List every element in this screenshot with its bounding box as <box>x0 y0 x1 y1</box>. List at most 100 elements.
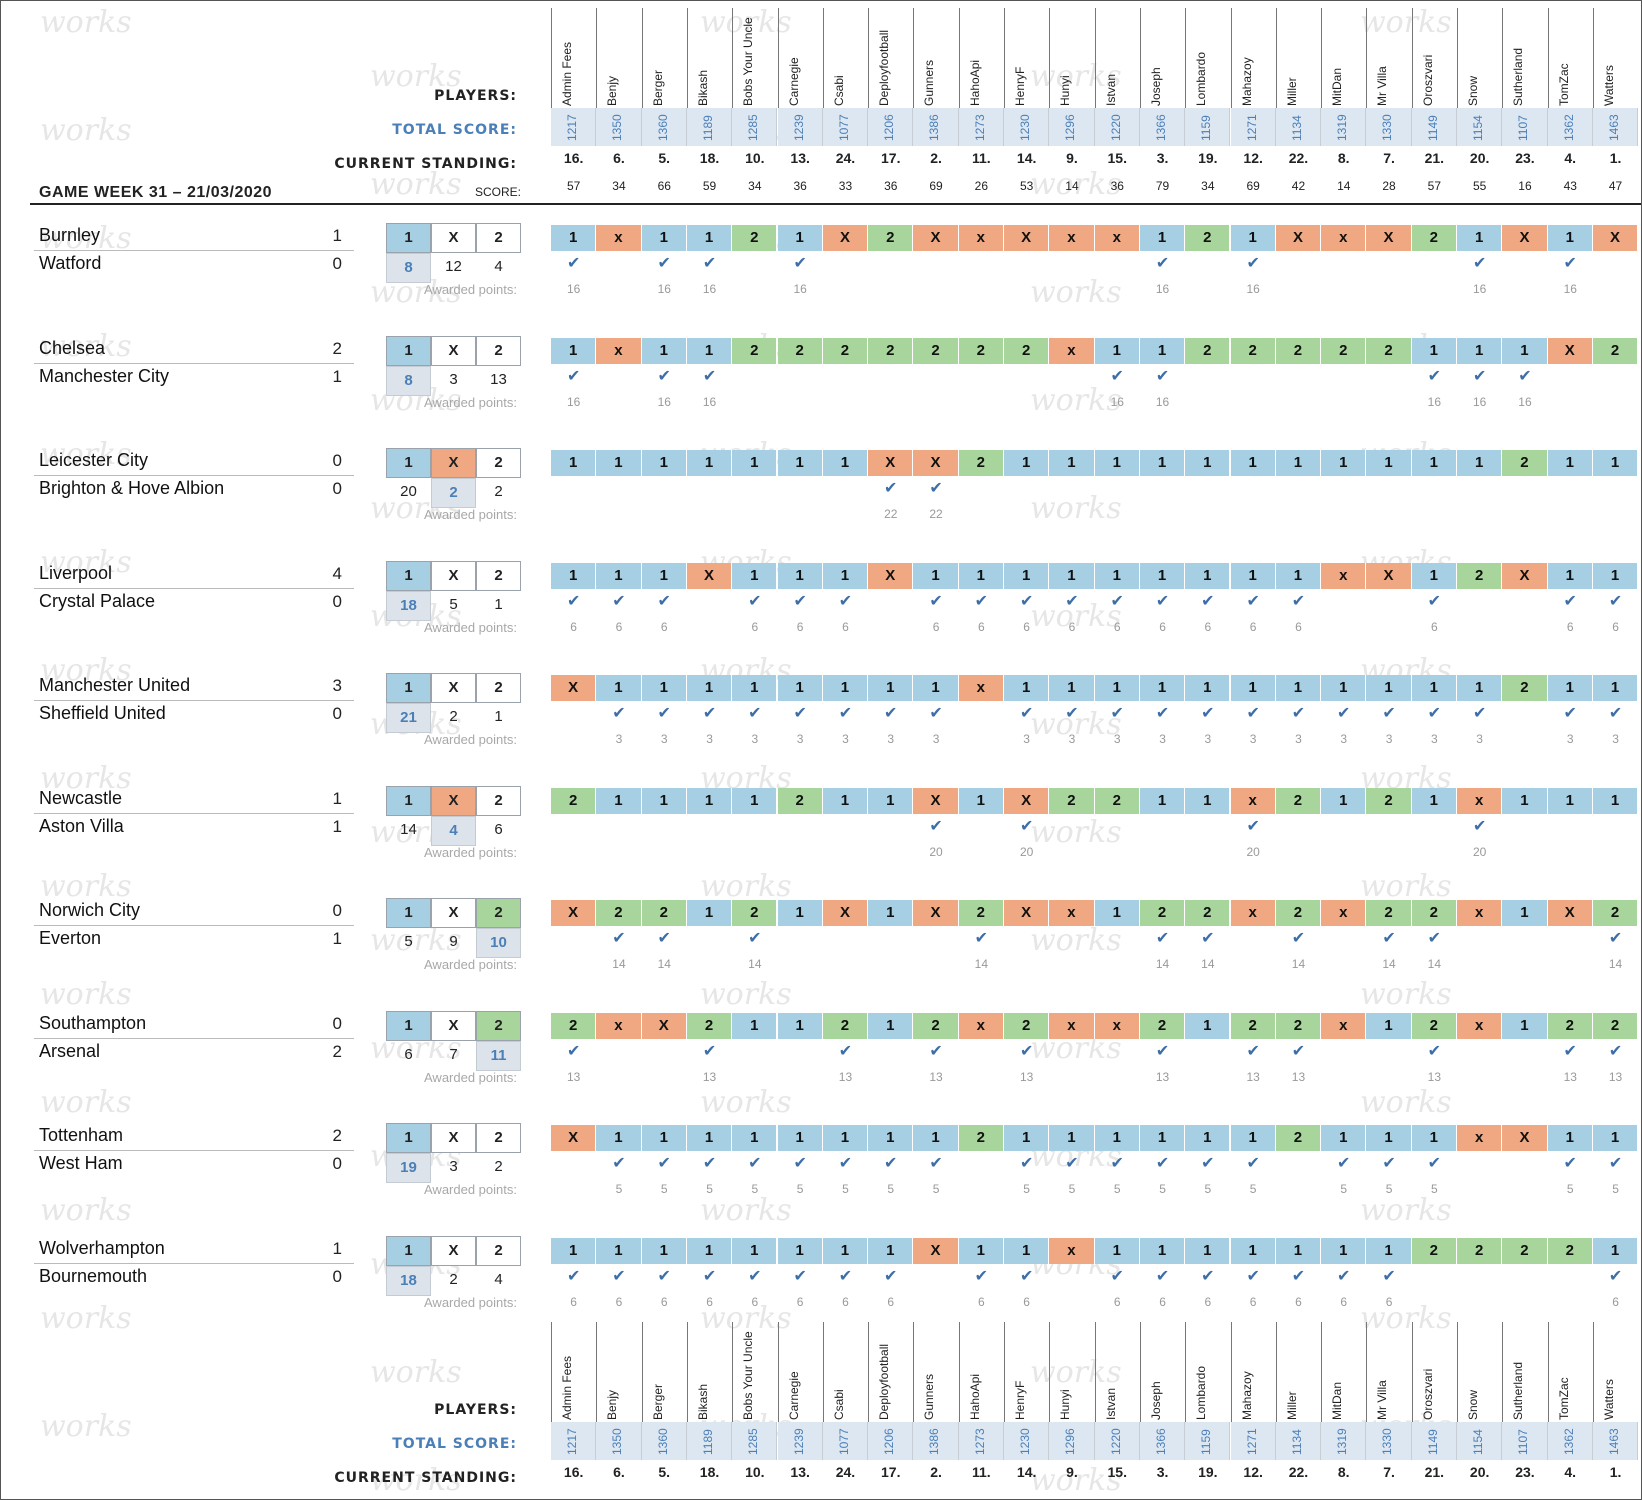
prediction-cell: 1 <box>732 1237 778 1264</box>
player-name: Istvan <box>1103 73 1118 106</box>
away-goals: 0 <box>332 591 342 611</box>
awarded-points: 6 <box>1430 619 1438 634</box>
total-score-cell: 1360 <box>641 1422 687 1460</box>
total-score-cell: 1362 <box>1547 108 1593 146</box>
prediction-cell: 1 <box>686 787 733 814</box>
prediction-cell: 1 <box>777 450 823 476</box>
prediction-cell: 1 <box>1502 787 1548 814</box>
awarded-points: 20 <box>1472 844 1487 859</box>
player-name: Csabi <box>831 1389 846 1420</box>
awarded-points: 5 <box>615 1182 623 1196</box>
awarded-points: 5 <box>1204 1182 1212 1196</box>
player-name: Miller <box>1284 77 1299 106</box>
current-standing: 9. <box>1066 150 1078 166</box>
check-icon: ✔ <box>929 592 943 610</box>
prediction-cell: X <box>868 450 914 476</box>
prediction-cell: x <box>596 1012 642 1039</box>
gameweek-score: 33 <box>838 179 853 193</box>
current-standing: 4. <box>1564 150 1577 166</box>
gameweek-divider <box>30 203 1642 205</box>
prediction-cell: 1 <box>1366 1125 1412 1151</box>
outcome-count: 18 <box>386 590 431 621</box>
player-name: Joseph <box>1148 1381 1163 1420</box>
awarded-points: 14 <box>657 957 671 971</box>
prediction-cell: 1 <box>1411 787 1457 814</box>
player-name: Lombardo <box>1194 51 1209 106</box>
check-icon: ✔ <box>793 592 807 610</box>
check-icon: ✔ <box>1246 817 1260 835</box>
player-name: MitDan <box>1330 1381 1345 1420</box>
check-icon: ✔ <box>1201 1155 1215 1172</box>
current-standing: 6. <box>613 150 625 166</box>
check-icon: ✔ <box>657 1155 671 1172</box>
outcome-count: 2 <box>431 478 476 508</box>
gameweek-score: 34 <box>1201 179 1215 193</box>
current-standing: 16. <box>563 150 584 166</box>
prediction-cell: 2 <box>1004 337 1050 364</box>
current-standing: 14. <box>1016 150 1037 166</box>
check-icon: ✔ <box>702 1155 717 1172</box>
total-score: 1362 <box>1561 1428 1576 1455</box>
outcome-header: X <box>431 1010 476 1041</box>
current-standing: 24. <box>835 150 856 166</box>
player-column-divider <box>1411 8 1414 108</box>
awarded-points: 16 <box>702 282 717 296</box>
awarded-points: 6 <box>1295 619 1302 634</box>
prediction-cell: 1 <box>1185 1125 1231 1151</box>
awarded-points-label: Awarded points: <box>424 1069 517 1085</box>
prediction-cell: 1 <box>958 787 1004 814</box>
current-standing: 21. <box>1424 1464 1445 1480</box>
player-column-divider <box>1502 1322 1504 1422</box>
home-goals: 0 <box>332 1013 342 1033</box>
prediction-cell: X <box>1004 225 1050 251</box>
prediction-cell: 2 <box>913 1012 959 1039</box>
total-score: 1330 <box>1380 1428 1395 1455</box>
current-standing: 20. <box>1469 150 1490 166</box>
check-icon: ✔ <box>1019 1155 1034 1172</box>
prediction-cell: 1 <box>1185 562 1231 589</box>
prediction-cell: 1 <box>1275 562 1322 589</box>
current-standing: 13. <box>790 150 810 166</box>
prediction-cell: 2 <box>1185 337 1231 364</box>
player-column-divider <box>1230 8 1233 108</box>
prediction-cell: 2 <box>596 900 642 926</box>
outcome-count: 1 <box>494 708 503 725</box>
prediction-cell: 1 <box>641 787 687 814</box>
player-name: Lombardo <box>1194 1365 1209 1420</box>
player-name: Joseph <box>1148 67 1163 106</box>
prediction-cell: 2 <box>822 337 869 364</box>
prediction-cell: 1 <box>1411 562 1457 589</box>
prediction-cell: 1 <box>1139 562 1186 589</box>
watermark: works <box>40 977 132 1012</box>
player-name: Watters <box>1601 1379 1616 1420</box>
player-name: Mr Villa <box>1375 66 1390 106</box>
player-column-divider <box>641 1322 644 1422</box>
prediction-cell: x <box>1230 900 1276 926</box>
total-score-cell: 1154 <box>1457 1422 1503 1460</box>
away-goals: 0 <box>332 1266 342 1286</box>
outcome-count: 10 <box>476 928 521 958</box>
outcome-header: 2 <box>476 448 521 478</box>
total-score-cell: 1220 <box>1094 1422 1140 1460</box>
prediction-cell: X <box>1502 225 1548 251</box>
current-standing: 5. <box>658 150 671 166</box>
home-goals: 2 <box>332 1126 342 1145</box>
gameweek-score: 57 <box>566 179 581 193</box>
awarded-points: 5 <box>1249 1182 1257 1196</box>
awarded-points: 5 <box>1113 1182 1121 1196</box>
total-score: 1107 <box>1516 1429 1531 1455</box>
prediction-cell: x <box>1049 225 1095 251</box>
prediction-cell: 1 <box>1275 450 1322 476</box>
prediction-cell: 1 <box>1457 225 1503 251</box>
total-score-cell: 1206 <box>868 108 914 146</box>
total-score-cell: 1134 <box>1275 108 1322 146</box>
prediction-cell: 1 <box>686 337 733 364</box>
awarded-points: 16 <box>1518 394 1532 409</box>
awarded-points: 16 <box>1110 394 1124 409</box>
awarded-points: 16 <box>793 282 807 296</box>
outcome-count: 7 <box>449 1045 458 1063</box>
awarded-points: 3 <box>1340 732 1348 746</box>
outcome-count: 11 <box>476 1040 521 1071</box>
awarded-points: 5 <box>1612 1182 1619 1196</box>
away-team: Everton <box>39 928 102 948</box>
